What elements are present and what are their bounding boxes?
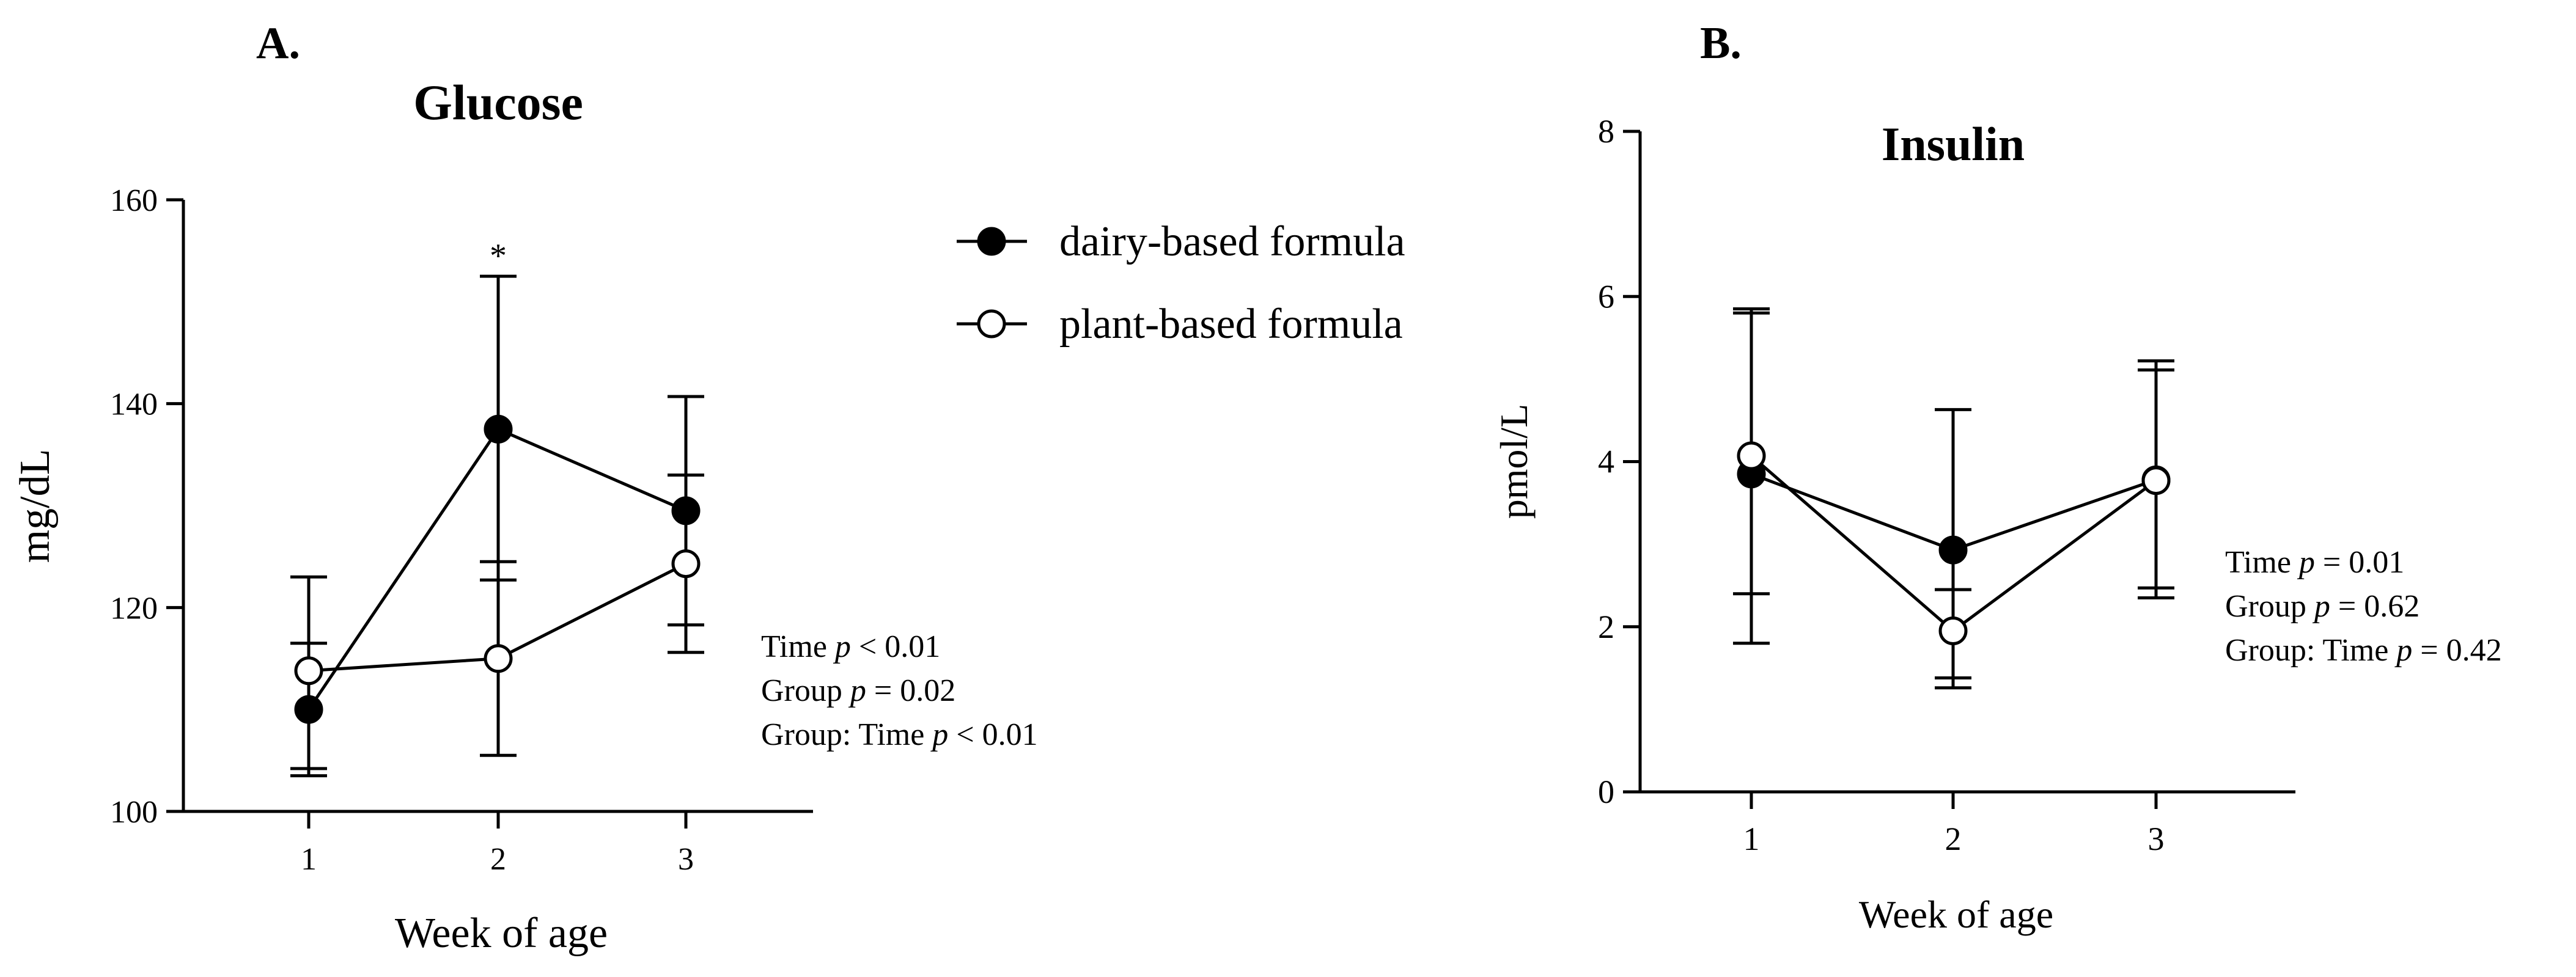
p-symbol: p: [930, 717, 948, 752]
stats-value: < 0.01: [948, 717, 1037, 752]
stats-value: = 0.42: [2412, 633, 2501, 668]
y-tick-label: 6: [1598, 278, 1614, 315]
stats-label: Group: [2225, 589, 2314, 624]
stats-line: Group p = 0.62: [2225, 589, 2420, 624]
x-tick-label: 3: [678, 842, 694, 877]
dairy-data-point: [294, 695, 323, 724]
stats-value: < 0.01: [851, 629, 940, 664]
legend-marker: [977, 309, 1006, 338]
stats-label: Group: Time: [2225, 633, 2396, 668]
legend-label: plant-based formula: [1059, 301, 1403, 348]
y-tick-label: 120: [110, 591, 158, 626]
y-tick-label: 100: [110, 795, 158, 830]
stats-value: = 0.01: [2315, 545, 2404, 580]
p-symbol: p: [2394, 633, 2412, 668]
x-axis-label: Week of age: [1859, 893, 2053, 936]
y-tick-label: 160: [110, 183, 158, 218]
p-symbol: p: [833, 629, 851, 664]
plant-data-point: [484, 644, 513, 673]
stats-line: Group: Time p < 0.01: [761, 717, 1038, 752]
stats-label: Group: [761, 673, 850, 708]
stats-line: Time p = 0.01: [2225, 545, 2404, 580]
x-tick-label: 2: [490, 842, 506, 877]
stats-value: = 0.62: [2330, 589, 2420, 624]
stats-label: Time: [2225, 545, 2299, 580]
y-tick-label: 140: [110, 387, 158, 422]
y-axis-label: pmol/L: [1492, 404, 1536, 519]
y-tick-label: 0: [1598, 774, 1614, 810]
x-tick-label: 1: [301, 842, 317, 877]
dairy-data-point: [484, 414, 513, 444]
plant-data-point: [1938, 617, 1968, 646]
x-tick-label: 1: [1743, 821, 1760, 857]
dairy-data-point: [1938, 535, 1968, 565]
panel-letter: B.: [1700, 18, 1742, 68]
plant-data-point: [294, 656, 323, 686]
stats-label: Group: Time: [761, 717, 932, 752]
stats-label: Time: [761, 629, 835, 664]
stats-line: Group: Time p = 0.42: [2225, 633, 2502, 668]
y-axis-label: mg/dL: [12, 449, 59, 563]
p-symbol: p: [2312, 589, 2330, 624]
y-tick-label: 4: [1598, 444, 1614, 480]
legend-marker: [977, 227, 1006, 256]
y-tick-label: 8: [1598, 113, 1614, 150]
p-symbol: p: [2297, 545, 2315, 580]
legend-label: dairy-based formula: [1059, 218, 1405, 265]
plant-data-point: [671, 549, 701, 579]
dairy-data-point: [671, 496, 701, 525]
x-tick-label: 3: [2148, 821, 2165, 857]
chart-title: Insulin: [1882, 117, 2025, 170]
chart-panel-b: B. Insulin 0 2 4 6 8 1 2 3 pmol/L Week of age Time p…: [1492, 18, 2502, 936]
x-tick-label: 2: [1945, 821, 1962, 857]
stats-line: Group p = 0.02: [761, 673, 955, 708]
plant-data-point: [1737, 441, 1766, 470]
x-axis-label: Week of age: [395, 910, 608, 957]
legend: dairy-based formula plant-based formula: [957, 218, 1405, 348]
p-symbol: p: [848, 673, 866, 708]
y-tick-label: 2: [1598, 609, 1614, 645]
significance-marker: *: [490, 237, 507, 275]
stats-line: Time p < 0.01: [761, 629, 940, 664]
stats-value: = 0.02: [866, 673, 955, 708]
chart-panel-a: A. Glucose 100 120 140 160 1 2 3 mg/dL Week of age…: [12, 18, 1038, 957]
chart-title: Glucose: [413, 75, 583, 130]
panel-letter: A.: [256, 18, 300, 68]
plant-data-point: [2141, 466, 2171, 496]
